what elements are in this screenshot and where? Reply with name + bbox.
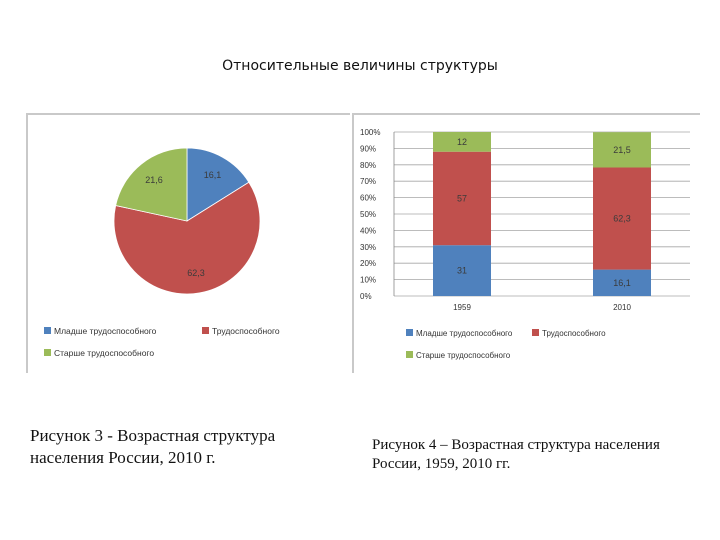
pie-data-label-1: 62,3 (187, 268, 205, 278)
y-tick-label-2: 20% (360, 259, 376, 268)
bar-data-label-2010-0: 16,1 (613, 278, 631, 288)
y-tick-label-1: 10% (360, 276, 376, 285)
bar-segment-1959-0 (433, 245, 491, 296)
bar-legend-label-2: Старше трудоспособного (416, 351, 511, 360)
y-tick-label-4: 40% (360, 226, 376, 235)
x-tick-label-1: 2010 (613, 303, 631, 312)
pie-legend-label-0: Младше трудоспособного (54, 326, 157, 336)
bar-data-label-1959-2: 12 (457, 137, 467, 147)
pie-chart: 16,1 62,3 21,6 Младше трудоспособного Трудос… (44, 147, 280, 358)
y-tick-label-3: 30% (360, 243, 376, 252)
y-tick-label-5: 50% (360, 210, 376, 219)
bar-legend-swatch-2 (406, 351, 413, 358)
y-tick-label-10: 100% (360, 128, 380, 137)
pie-legend-swatch-0 (44, 327, 51, 334)
slide-title: Относительные величины структуры (222, 58, 498, 74)
pie-data-label-2: 21,6 (145, 175, 163, 185)
bar-chart-panel: 0% 10% 20% 30% 40% 50% 60% 70% 80% 90% 100% 31 57 12 1… (352, 113, 700, 373)
bar-data-label-2010-1: 62,3 (613, 214, 631, 224)
bar-legend-label-1: Трудоспособного (542, 329, 606, 338)
pie-slice-2 (115, 147, 188, 222)
pie-legend-label-2: Старше трудоспособного (54, 348, 154, 358)
pie-legend-swatch-2 (44, 349, 51, 356)
bar-data-label-1959-1: 57 (457, 193, 467, 203)
bar-legend-swatch-1 (532, 329, 539, 336)
caption-figure-3: Рисунок 3 - Возрастная структура населен… (30, 426, 276, 467)
bar-data-label-2010-2: 21,5 (613, 145, 631, 155)
bar-segment-1959-2 (433, 132, 491, 152)
pie-chart-panel: 16,1 62,3 21,6 Младше трудоспособного Трудос… (26, 113, 350, 373)
bar-segment-2010-0 (593, 269, 651, 296)
pie-slice-0 (186, 147, 250, 222)
y-tick-label-0: 0% (360, 292, 372, 301)
bar-segment-1959-1 (433, 151, 491, 246)
pie-slice-1 (113, 181, 261, 295)
bar-data-label-1959-0: 31 (457, 266, 467, 276)
bar-legend-swatch-0 (406, 329, 413, 336)
x-tick-label-0: 1959 (453, 303, 471, 312)
pie-data-label-0: 16,1 (204, 170, 222, 180)
y-tick-label-7: 70% (360, 177, 376, 186)
y-tick-label-6: 60% (360, 194, 376, 203)
stacked-bar-chart: 0% 10% 20% 30% 40% 50% 60% 70% 80% 90% 100% 31 57 12 1… (360, 128, 690, 360)
y-tick-label-8: 80% (360, 161, 376, 170)
bar-legend-label-0: Младше трудоспособного (416, 329, 513, 338)
caption-figure-4: Рисунок 4 – Возрастная структура населен… (372, 437, 660, 472)
bar-segment-2010-1 (593, 167, 651, 270)
pie-legend-label-1: Трудоспособного (212, 326, 280, 336)
y-tick-label-9: 90% (360, 144, 376, 153)
pie-legend-swatch-1 (202, 327, 209, 334)
bar-segment-2010-2 (593, 132, 651, 168)
